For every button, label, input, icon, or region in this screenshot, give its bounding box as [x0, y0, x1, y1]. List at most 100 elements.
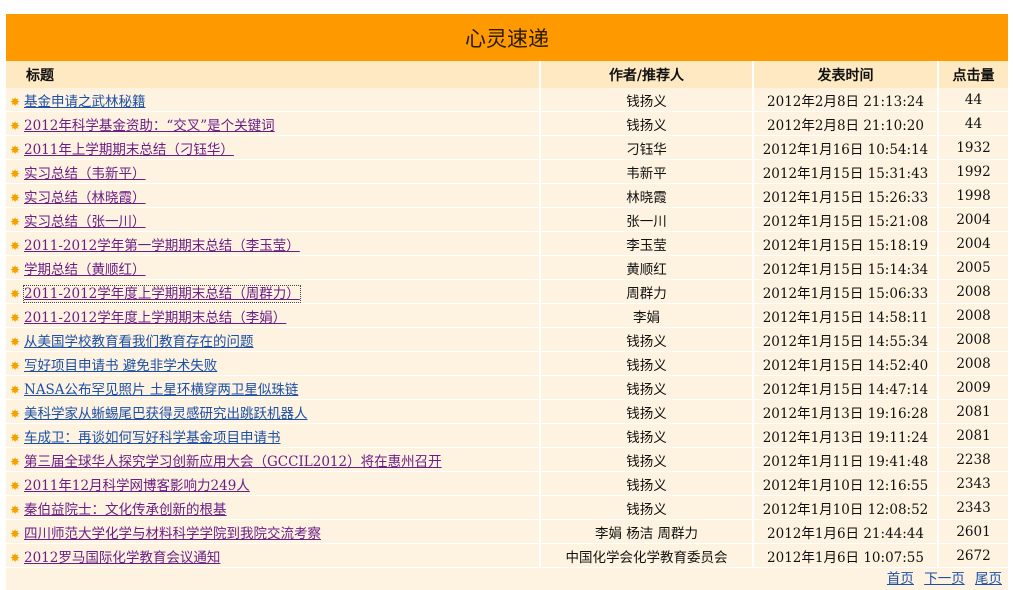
hits-cell: 2343 — [939, 496, 1008, 520]
star-bullet-icon: ✸ — [9, 190, 21, 205]
article-title-link[interactable]: 写好项目申请书 避免非学术失败 — [24, 357, 218, 374]
time-cell: 2012年1月13日 19:11:24 — [754, 424, 937, 448]
title-cell: ✸ 基金申请之武林秘籍 — [6, 88, 539, 112]
article-title-link[interactable]: NASA公布罕见照片 土星环横穿两卫星似珠链 — [24, 381, 299, 398]
table-row: ✸ 2011-2012学年度上学期期末总结（李娟） 李娟 2012年1月15日 14:… — [6, 304, 1008, 328]
title-cell: ✸ 第三届全球华人探究学习创新应用大会（GCCIL2012）将在惠州召开 — [6, 448, 539, 472]
hits-cell: 44 — [939, 112, 1008, 136]
time-cell: 2012年1月11日 19:41:48 — [754, 448, 937, 472]
hits-cell: 2005 — [939, 256, 1008, 280]
article-title-link[interactable]: 2012年科学基金资助：“交叉”是个关键词 — [24, 117, 275, 134]
time-cell: 2012年1月15日 15:21:08 — [754, 208, 937, 232]
time-cell: 2012年1月15日 14:58:11 — [754, 304, 937, 328]
star-bullet-icon: ✸ — [9, 310, 21, 325]
time-cell: 2012年2月8日 21:10:20 — [754, 112, 937, 136]
star-bullet-icon: ✸ — [9, 214, 21, 229]
star-bullet-icon: ✸ — [9, 262, 21, 277]
article-title-link[interactable]: 2011年上学期期末总结（刁钰华） — [24, 141, 234, 158]
author-cell: 韦新平 — [541, 160, 752, 184]
hits-cell: 2004 — [939, 232, 1008, 256]
article-title-link[interactable]: 从美国学校教育看我们教育存在的问题 — [24, 333, 254, 350]
article-title-link[interactable]: 实习总结（林晓霞） — [24, 189, 146, 206]
title-cell: ✸ 2011-2012学年度上学期期末总结（李娟） — [6, 304, 539, 328]
table-row: ✸ 实习总结（韦新平） 韦新平 2012年1月15日 15:31:43 1992 — [6, 160, 1008, 184]
table-row: ✸ 实习总结（张一川） 张一川 2012年1月15日 15:21:08 2004 — [6, 208, 1008, 232]
star-bullet-icon: ✸ — [9, 238, 21, 253]
article-title-link[interactable]: 车成卫：再谈如何写好科学基金项目申请书 — [24, 429, 281, 446]
hits-cell: 2238 — [939, 448, 1008, 472]
article-title-link[interactable]: 2011-2012学年度上学期期末总结（李娟） — [24, 309, 287, 326]
author-cell: 钱扬义 — [541, 496, 752, 520]
article-title-link[interactable]: 2011-2012学年度上学期期末总结（周群力） — [23, 284, 301, 303]
article-title-link[interactable]: 基金申请之武林秘籍 — [24, 93, 146, 110]
hits-cell: 2601 — [939, 520, 1008, 544]
author-cell: 黄顺红 — [541, 256, 752, 280]
article-title-link[interactable]: 秦伯益院士：文化传承创新的根基 — [24, 501, 227, 518]
time-cell: 2012年1月15日 15:31:43 — [754, 160, 937, 184]
star-bullet-icon: ✸ — [9, 454, 21, 469]
star-bullet-icon: ✸ — [9, 406, 21, 421]
pagination: 首页 下一页 尾页 — [6, 568, 1008, 590]
hits-cell: 44 — [939, 88, 1008, 112]
author-cell: 钱扬义 — [541, 112, 752, 136]
author-cell: 钱扬义 — [541, 88, 752, 112]
hits-cell: 2004 — [939, 208, 1008, 232]
table-row: ✸ 2012年科学基金资助：“交叉”是个关键词 钱扬义 2012年2月8日 21:10… — [6, 112, 1008, 136]
first-page-link[interactable]: 首页 — [886, 571, 914, 587]
star-bullet-icon: ✸ — [9, 358, 21, 373]
time-cell: 2012年1月10日 12:16:55 — [754, 472, 937, 496]
star-bullet-icon: ✸ — [9, 166, 21, 181]
author-cell: 钱扬义 — [541, 400, 752, 424]
article-title-link[interactable]: 2011-2012学年第一学期期末总结（李玉莹） — [24, 237, 300, 254]
title-cell: ✸ 2012年科学基金资助：“交叉”是个关键词 — [6, 112, 539, 136]
author-cell: 中国化学会化学教育委员会 — [541, 544, 752, 568]
time-cell: 2012年1月15日 14:52:40 — [754, 352, 937, 376]
author-cell: 钱扬义 — [541, 424, 752, 448]
time-cell: 2012年1月13日 19:16:28 — [754, 400, 937, 424]
article-title-link[interactable]: 2012罗马国际化学教育会议通知 — [24, 549, 221, 566]
hits-cell: 1992 — [939, 160, 1008, 184]
title-cell: ✸ 秦伯益院士：文化传承创新的根基 — [6, 496, 539, 520]
author-cell: 周群力 — [541, 280, 752, 304]
time-cell: 2012年1月15日 15:26:33 — [754, 184, 937, 208]
article-title-link[interactable]: 学期总结（黄顺红） — [24, 261, 146, 278]
title-cell: ✸ 实习总结（韦新平） — [6, 160, 539, 184]
section-banner: 心灵速递 — [6, 14, 1008, 61]
table-row: ✸ NASA公布罕见照片 土星环横穿两卫星似珠链 钱扬义 2012年1月15日 14:… — [6, 376, 1008, 400]
table-body: ✸ 基金申请之武林秘籍 钱扬义 2012年2月8日 21:13:24 44 ✸ 2012年科… — [6, 88, 1008, 568]
time-cell: 2012年1月15日 15:06:33 — [754, 280, 937, 304]
next-page-link[interactable]: 下一页 — [924, 571, 965, 587]
title-cell: ✸ 实习总结（林晓霞） — [6, 184, 539, 208]
column-header-title: 标题 — [6, 61, 539, 88]
star-bullet-icon: ✸ — [9, 526, 21, 541]
column-header-hits: 点击量 — [939, 61, 1008, 88]
article-title-link[interactable]: 实习总结（张一川） — [24, 213, 146, 230]
star-bullet-icon: ✸ — [9, 334, 21, 349]
article-title-link[interactable]: 四川师范大学化学与材料科学学院到我院交流考察 — [24, 525, 321, 542]
article-title-link[interactable]: 2011年12月科学网博客影响力249人 — [24, 477, 250, 494]
hits-cell: 2008 — [939, 280, 1008, 304]
article-title-link[interactable]: 第三届全球华人探究学习创新应用大会（GCCIL2012）将在惠州召开 — [24, 453, 442, 470]
star-bullet-icon: ✸ — [9, 142, 21, 157]
author-cell: 张一川 — [541, 208, 752, 232]
hits-cell: 1998 — [939, 184, 1008, 208]
time-cell: 2012年1月15日 15:18:19 — [754, 232, 937, 256]
title-cell: ✸ NASA公布罕见照片 土星环横穿两卫星似珠链 — [6, 376, 539, 400]
hits-cell: 2672 — [939, 544, 1008, 568]
title-cell: ✸ 写好项目申请书 避免非学术失败 — [6, 352, 539, 376]
article-title-link[interactable]: 美科学家从蜥蜴尾巴获得灵感研究出跳跃机器人 — [24, 405, 308, 422]
last-page-link[interactable]: 尾页 — [975, 571, 1002, 587]
news-panel: 心灵速递 标题 作者/推荐人 发表时间 点击量 ✸ 基金申请之武林秘籍 钱扬义 201… — [6, 14, 1008, 590]
title-cell: ✸ 实习总结（张一川） — [6, 208, 539, 232]
table-row: ✸ 第三届全球华人探究学习创新应用大会（GCCIL2012）将在惠州召开 钱扬义 20… — [6, 448, 1008, 472]
author-cell: 刁钰华 — [541, 136, 752, 160]
table-row: ✸ 实习总结（林晓霞） 林晓霞 2012年1月15日 15:26:33 1998 — [6, 184, 1008, 208]
table-row: ✸ 基金申请之武林秘籍 钱扬义 2012年2月8日 21:13:24 44 — [6, 88, 1008, 112]
article-title-link[interactable]: 实习总结（韦新平） — [24, 165, 146, 182]
time-cell: 2012年1月15日 14:47:14 — [754, 376, 937, 400]
table-row: ✸ 2011年12月科学网博客影响力249人 钱扬义 2012年1月10日 12:16… — [6, 472, 1008, 496]
time-cell: 2012年1月6日 10:07:55 — [754, 544, 937, 568]
hits-cell: 2008 — [939, 304, 1008, 328]
column-header-time: 发表时间 — [754, 61, 937, 88]
hits-cell: 2081 — [939, 424, 1008, 448]
